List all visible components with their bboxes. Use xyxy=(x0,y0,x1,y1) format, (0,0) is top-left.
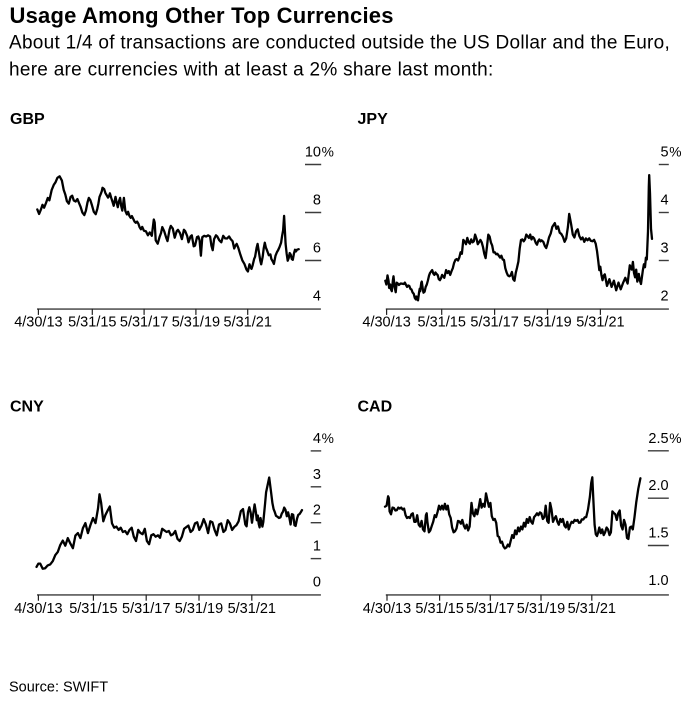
svg-text:3: 3 xyxy=(661,241,669,257)
svg-text:4/30/13: 4/30/13 xyxy=(363,601,411,617)
svg-text:2: 2 xyxy=(313,503,321,519)
svg-text:CNY: CNY xyxy=(10,398,44,415)
svg-text:%: % xyxy=(669,145,681,160)
svg-text:5/31/19: 5/31/19 xyxy=(517,601,565,617)
svg-text:1: 1 xyxy=(313,539,321,555)
svg-text:5: 5 xyxy=(661,145,669,161)
svg-text:5/31/19: 5/31/19 xyxy=(172,315,220,331)
svg-text:here are currencies with at le: here are currencies with at least a 2% s… xyxy=(9,59,494,80)
svg-text:0: 0 xyxy=(313,575,321,591)
svg-text:JPY: JPY xyxy=(358,111,389,128)
svg-text:5/31/17: 5/31/17 xyxy=(466,601,514,617)
svg-text:Source: SWIFT: Source: SWIFT xyxy=(9,679,108,695)
svg-text:2: 2 xyxy=(661,289,669,305)
svg-text:1.0: 1.0 xyxy=(648,573,668,589)
svg-text:%: % xyxy=(322,145,334,160)
svg-text:%: % xyxy=(322,431,334,446)
svg-text:10: 10 xyxy=(305,145,321,161)
svg-text:CAD: CAD xyxy=(358,398,393,415)
svg-text:8: 8 xyxy=(313,193,321,209)
svg-text:%: % xyxy=(669,431,681,446)
svg-text:2.0: 2.0 xyxy=(648,478,668,494)
svg-text:4/30/13: 4/30/13 xyxy=(14,601,62,617)
svg-text:5/31/21: 5/31/21 xyxy=(576,315,624,331)
svg-text:5/31/19: 5/31/19 xyxy=(175,601,223,617)
svg-text:4/30/13: 4/30/13 xyxy=(362,315,410,331)
svg-text:5/31/17: 5/31/17 xyxy=(470,315,518,331)
svg-text:GBP: GBP xyxy=(10,111,45,128)
svg-text:About 1/4 of transactions are: About 1/4 of transactions are conducted … xyxy=(9,32,670,53)
svg-text:5/31/21: 5/31/21 xyxy=(568,601,616,617)
svg-text:5/31/17: 5/31/17 xyxy=(120,315,168,331)
svg-text:5/31/15: 5/31/15 xyxy=(69,601,117,617)
svg-text:4/30/13: 4/30/13 xyxy=(14,315,62,331)
svg-text:5/31/15: 5/31/15 xyxy=(418,315,466,331)
svg-text:5/31/17: 5/31/17 xyxy=(122,601,170,617)
svg-text:5/31/21: 5/31/21 xyxy=(228,601,276,617)
svg-text:2.5: 2.5 xyxy=(648,431,668,447)
svg-text:1.5: 1.5 xyxy=(648,526,668,542)
svg-text:5/31/15: 5/31/15 xyxy=(68,315,116,331)
svg-text:4: 4 xyxy=(313,431,321,447)
svg-text:5/31/21: 5/31/21 xyxy=(224,315,272,331)
svg-text:4: 4 xyxy=(661,193,669,209)
svg-text:4: 4 xyxy=(313,289,321,305)
svg-text:5/31/19: 5/31/19 xyxy=(523,315,571,331)
svg-text:Usage Among Other Top Currenci: Usage Among Other Top Currencies xyxy=(10,3,394,28)
svg-text:3: 3 xyxy=(313,467,321,483)
svg-text:5/31/15: 5/31/15 xyxy=(415,601,463,617)
svg-text:6: 6 xyxy=(313,241,321,257)
